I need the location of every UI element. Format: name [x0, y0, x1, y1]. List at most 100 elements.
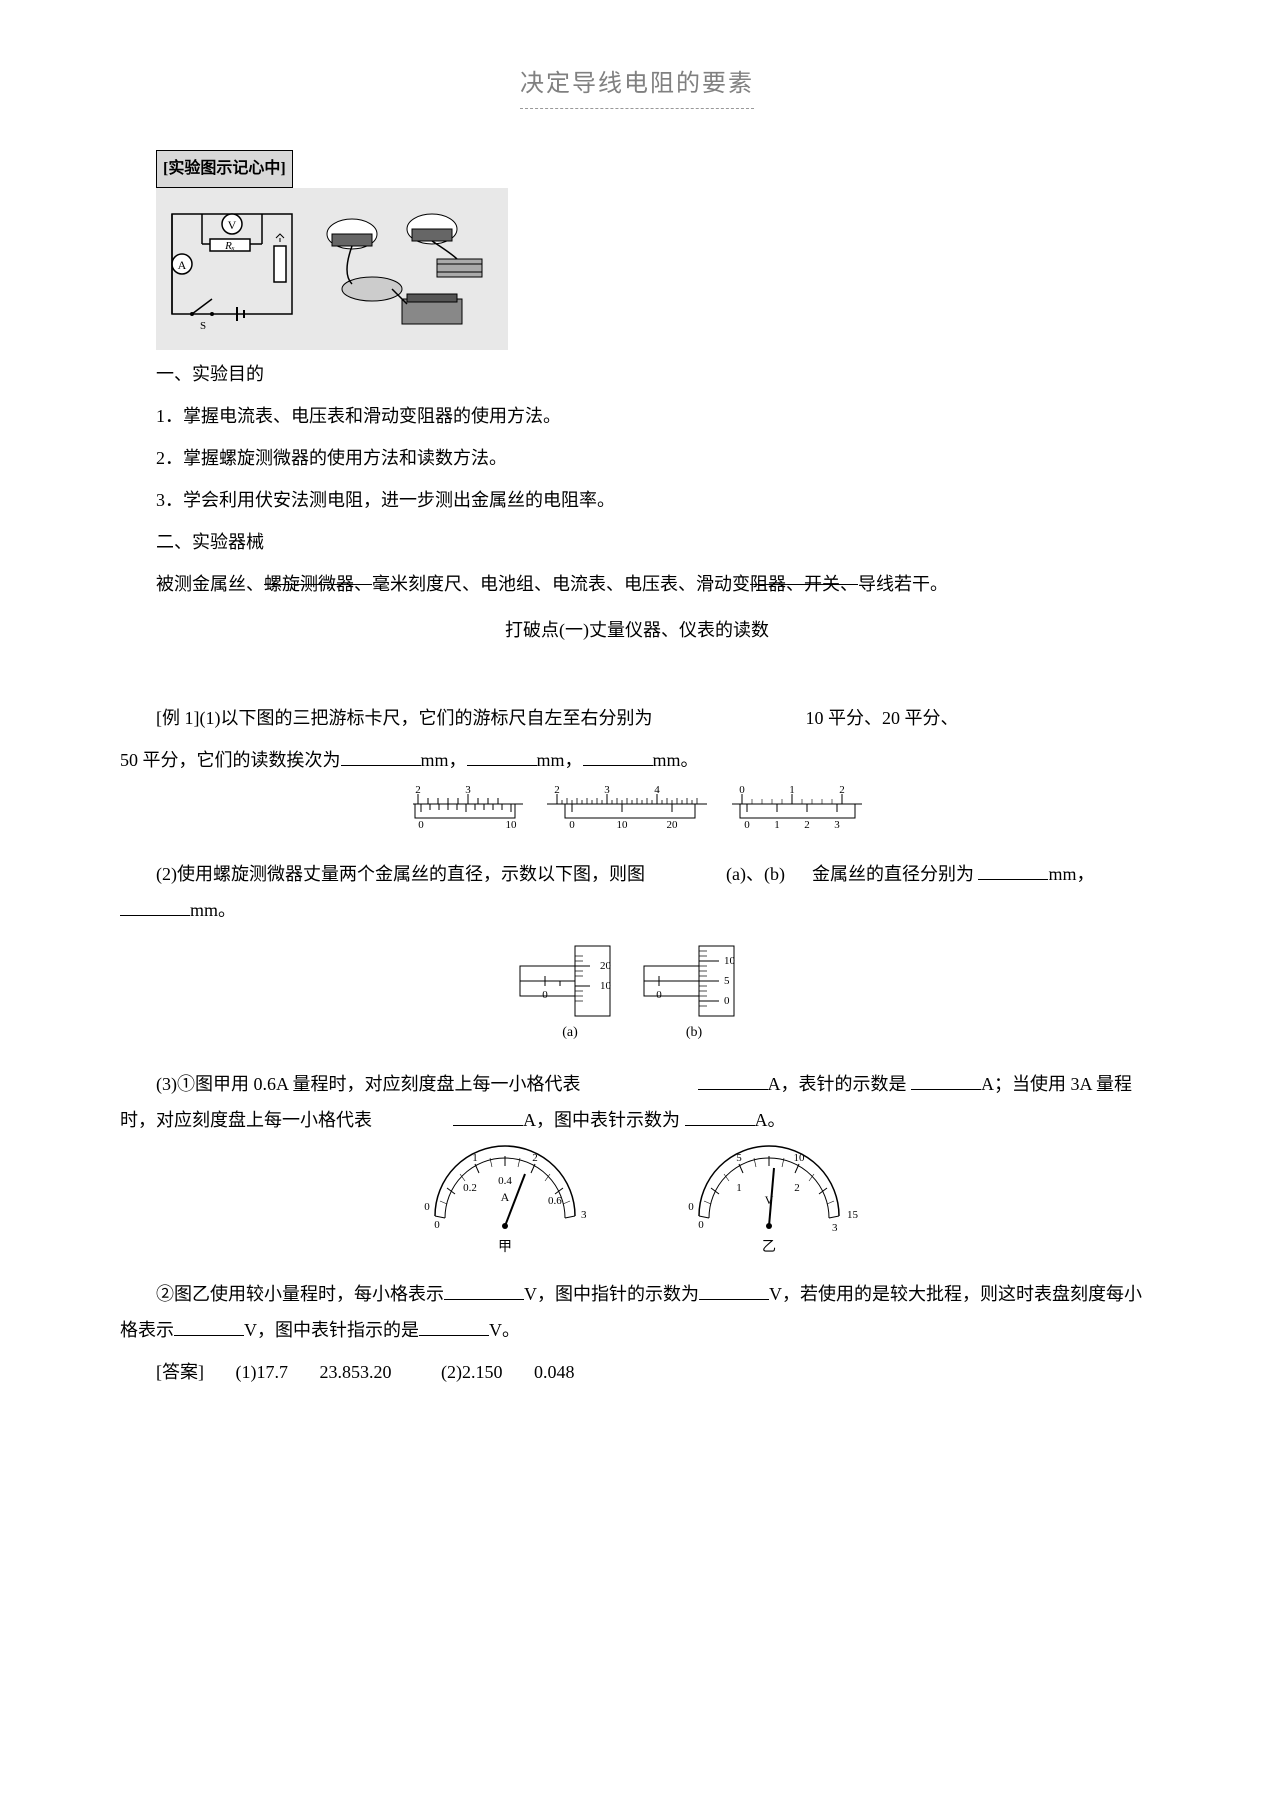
svg-text:2: 2 [415, 784, 421, 796]
breakthrough-heading: 打破点(一)丈量仪器、仪表的读数 [120, 612, 1154, 648]
svg-text:2: 2 [795, 1182, 801, 1194]
exp-box-label: [实验图示记心中] [156, 150, 293, 188]
ex2-d: mm， [1048, 864, 1094, 884]
svg-text:A: A [178, 258, 187, 272]
sec2-b: 毫米刻度尺、电池组、电流表、电压表、滑动变 [372, 574, 750, 594]
blank [699, 1281, 769, 1300]
ans-3: (2)2.150 [441, 1362, 503, 1382]
svg-text:10: 10 [505, 819, 517, 831]
sec2-a: 被测金属丝、 [156, 574, 264, 594]
svg-text:0: 0 [424, 1201, 430, 1213]
svg-text:0: 0 [657, 989, 663, 1001]
micrometer-figures: 0 20 10 (a) 0 10 5 0 (b) [120, 936, 1154, 1058]
svg-text:3: 3 [604, 784, 610, 796]
blank [583, 747, 653, 766]
svg-text:3: 3 [834, 819, 840, 831]
svg-text:Rₓ: Rₓ [224, 240, 235, 252]
svg-text:A: A [500, 1190, 509, 1204]
ex3-d: A，图中表针示数为 [523, 1110, 680, 1130]
blank [444, 1281, 524, 1300]
ex1-f: mm。 [653, 750, 699, 770]
sec1-item-2: 2．掌握螺旋测微器的使用方法和读数方法。 [120, 440, 1154, 476]
ex2-e: mm。 [190, 900, 236, 920]
blank [341, 747, 421, 766]
svg-text:S: S [200, 320, 206, 332]
sec1-item-3: 3．学会利用伏安法测电阻，进一步测出金属丝的电阻率。 [120, 482, 1154, 518]
example-4: ②图乙使用较小量程时，每小格表示V，图中指针的示数为V，若使用的是较大批程，则这… [120, 1276, 1154, 1348]
svg-text:5: 5 [724, 975, 730, 987]
ex4-e: V。 [489, 1320, 520, 1340]
sec2-c: 导线若干。 [858, 574, 948, 594]
svg-text:4: 4 [654, 784, 660, 796]
blank [978, 861, 1048, 880]
ex2-a: (2)使用螺旋测微器丈量两个金属丝的直径，示数以下图，则图 [156, 864, 645, 884]
svg-text:(b): (b) [686, 1025, 703, 1040]
vernier-3-icon: 0 1 2 0 1 2 3 [722, 786, 872, 836]
gauge-b-icon: 5 10 0 1 2 15 3 0 V 乙 [669, 1146, 869, 1256]
svg-text:2: 2 [839, 784, 845, 796]
ex1-e: mm， [537, 750, 583, 770]
ex1-d: mm， [421, 750, 467, 770]
svg-text:15: 15 [847, 1209, 859, 1221]
example-2: (2)使用螺旋测微器丈量两个金属丝的直径，示数以下图，则图 (a)、(b) 金属… [120, 856, 1154, 928]
sec2-paragraph: 被测金属丝、螺旋测微器、毫米刻度尺、电池组、电流表、电压表、滑动变阻器、开关、导… [120, 566, 1154, 602]
ex3-e: A。 [755, 1110, 786, 1130]
ex1-a: [例 1](1)以下图的三把游标卡尺，它们的游标尺自左至右分别为 [156, 708, 652, 728]
svg-text:0.4: 0.4 [498, 1175, 512, 1187]
ex4-d: V，图中表针指示的是 [244, 1320, 419, 1340]
svg-text:0: 0 [689, 1201, 695, 1213]
example-3: (3)①图甲用 0.6A 量程时，对应刻度盘上每一小格代表 A，表针的示数是 A… [120, 1066, 1154, 1138]
page-title: 决定导线电阻的要素 [520, 60, 754, 109]
svg-text:10: 10 [794, 1152, 806, 1164]
section-1-heading: 一、实验目的 [120, 356, 1154, 392]
svg-text:甲: 甲 [498, 1240, 512, 1255]
blank [174, 1317, 244, 1336]
svg-text:3: 3 [465, 784, 471, 796]
ans-2: 23.853.20 [320, 1362, 392, 1382]
vernier-1-icon: 2 3 0 10 [403, 786, 533, 836]
svg-text:0.2: 0.2 [463, 1182, 477, 1194]
micrometer-b-icon: 0 10 5 0 (b) [639, 936, 759, 1046]
svg-text:1: 1 [789, 784, 795, 796]
blank [685, 1107, 755, 1126]
svg-text:1: 1 [774, 819, 780, 831]
section-2-heading: 二、实验器械 [120, 524, 1154, 560]
vernier-figures: 2 3 0 10 2 3 4 0 10 20 0 1 2 [120, 786, 1154, 848]
svg-text:10: 10 [724, 955, 736, 967]
micrometer-a-icon: 0 20 10 (a) [515, 936, 635, 1046]
svg-text:1: 1 [737, 1182, 743, 1194]
ex2-c: 金属丝的直径分别为 [812, 864, 979, 884]
blank [453, 1107, 523, 1126]
svg-text:1: 1 [472, 1152, 478, 1164]
blank [120, 897, 190, 916]
exp-diagram-section: [实验图示记心中] V Rₓ A S [120, 149, 1154, 350]
ex4-a: ②图乙使用较小量程时，每小格表示 [156, 1284, 444, 1304]
ex1-b: 10 平分、20 平分、 [805, 708, 958, 728]
circuit-figure: V Rₓ A S [156, 188, 508, 350]
svg-text:0: 0 [569, 819, 575, 831]
sec2-strike-2: 阻器、开关、 [750, 574, 858, 594]
svg-text:0: 0 [542, 989, 548, 1001]
svg-text:0: 0 [744, 819, 750, 831]
blank [467, 747, 537, 766]
ex3-a: (3)①图甲用 0.6A 量程时，对应刻度盘上每一小格代表 [156, 1074, 581, 1094]
svg-text:10: 10 [600, 980, 612, 992]
svg-text:2: 2 [554, 784, 560, 796]
svg-text:乙: 乙 [762, 1239, 776, 1255]
vernier-2-icon: 2 3 4 0 10 20 [537, 786, 717, 836]
svg-text:V: V [228, 218, 237, 232]
gauge-figures: 1 2 0 0.2 0.4 3 0.6 0 A 甲 5 10 0 1 2 15 … [120, 1146, 1154, 1268]
ex4-b: V，图中指针的示数为 [524, 1284, 699, 1304]
svg-text:2: 2 [532, 1152, 538, 1164]
ans-1: (1)17.7 [236, 1362, 289, 1382]
svg-text:10: 10 [617, 819, 629, 831]
ans-4: 0.048 [534, 1362, 575, 1382]
svg-text:0: 0 [418, 819, 424, 831]
schematic-icon: V Rₓ A S [162, 204, 302, 334]
blank [698, 1071, 768, 1090]
svg-text:20: 20 [667, 819, 679, 831]
ex3-b: A，表针的示数是 [768, 1074, 907, 1094]
svg-text:(a): (a) [562, 1025, 578, 1040]
svg-text:0: 0 [739, 784, 745, 796]
sec2-strike-1: 螺旋测微器、 [264, 574, 372, 594]
